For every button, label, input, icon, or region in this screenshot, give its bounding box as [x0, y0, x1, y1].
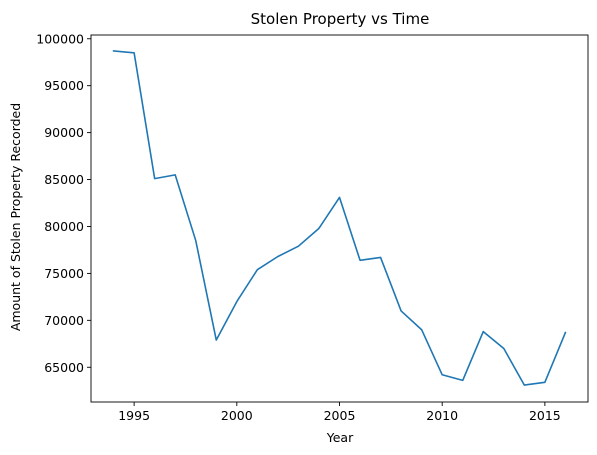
plot-area [90, 34, 589, 403]
x-tick-label: 2005 [324, 408, 356, 423]
x-axis-ticks: 1995 2000 2005 2010 2015 [118, 402, 561, 423]
x-axis-label: Year [326, 430, 354, 445]
y-tick-label: 95000 [44, 78, 84, 93]
y-tick-label: 75000 [44, 266, 84, 281]
y-tick-label: 65000 [44, 360, 84, 375]
y-tick-label: 70000 [44, 313, 84, 328]
x-tick-label: 2000 [221, 408, 253, 423]
x-tick-label: 2010 [426, 408, 458, 423]
plot-frame [90, 34, 589, 403]
x-tick-label: 2015 [529, 408, 561, 423]
chart-title: Stolen Property vs Time [251, 10, 430, 28]
y-tick-label: 90000 [44, 125, 84, 140]
y-tick-label: 80000 [44, 219, 84, 234]
y-axis-label: Amount of Stolen Property Recorded [8, 103, 23, 331]
x-tick-label: 1995 [118, 408, 150, 423]
y-tick-label: 100000 [36, 31, 84, 46]
y-tick-label: 85000 [44, 172, 84, 187]
y-axis-ticks: 65000 70000 75000 80000 85000 90000 95000 10000… [36, 31, 91, 375]
series-line-0 [112, 50, 567, 386]
